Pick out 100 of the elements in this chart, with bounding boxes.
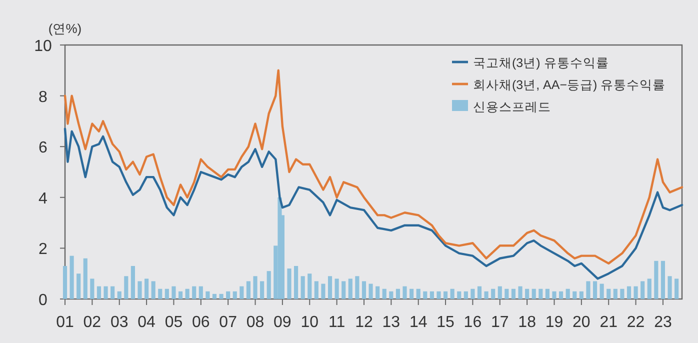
bar	[151, 281, 156, 299]
bar	[212, 294, 217, 299]
bar	[572, 291, 577, 299]
bar	[253, 276, 258, 299]
bar	[138, 281, 142, 299]
bar	[450, 288, 454, 299]
bar	[124, 276, 128, 299]
bar	[477, 286, 482, 299]
bar	[76, 274, 81, 299]
bar	[606, 288, 611, 299]
x-tick-label: 21	[600, 314, 618, 331]
bar	[511, 288, 516, 299]
x-tick-label: 14	[409, 314, 428, 331]
bar	[538, 288, 543, 299]
bar	[674, 278, 679, 299]
bar	[559, 291, 564, 299]
bar	[266, 271, 271, 299]
x-tick-label: 05	[164, 314, 183, 331]
bar	[130, 266, 135, 299]
bar	[287, 268, 292, 299]
bar	[660, 260, 666, 299]
bar	[389, 291, 394, 299]
bar	[613, 288, 618, 299]
x-tick-label: 08	[246, 314, 264, 331]
bar	[328, 276, 332, 299]
bar	[198, 286, 203, 299]
bar	[423, 291, 428, 299]
legend-label: 국고채(3년) 유통수익률	[473, 56, 609, 70]
bar	[240, 286, 244, 299]
bar	[600, 284, 604, 299]
bar	[334, 278, 339, 299]
x-tick-label: 16	[464, 314, 482, 331]
y-tick-label: 2	[38, 241, 48, 258]
bar	[172, 286, 176, 299]
bar	[219, 294, 224, 299]
bar	[410, 288, 414, 299]
bar	[498, 286, 502, 299]
x-tick-label: 02	[83, 314, 102, 331]
bar	[83, 258, 88, 299]
legend-label: 신용스프레드	[473, 100, 551, 114]
y-tick-label: 4	[38, 190, 48, 208]
bar	[70, 256, 74, 299]
bar	[96, 286, 102, 299]
bar	[436, 291, 441, 299]
bar	[586, 281, 590, 299]
x-tick-label: 13	[382, 314, 400, 331]
bar	[185, 288, 190, 299]
x-tick-label: 11	[328, 314, 346, 331]
bar	[668, 276, 672, 299]
line-series	[64, 128, 684, 280]
bar	[504, 288, 509, 299]
x-tick-label: 17	[490, 314, 509, 331]
bar	[62, 266, 68, 299]
legend-label: 회사채(3년, AA−등급) 유통수익률	[473, 78, 666, 92]
x-tick-label: 20	[572, 314, 590, 331]
y-tick-label: 0	[38, 292, 48, 309]
bar	[368, 284, 373, 299]
line-series	[64, 69, 684, 265]
bar	[314, 281, 318, 299]
bar	[402, 286, 407, 299]
bar	[294, 266, 298, 299]
y-tick-label: 10	[34, 38, 52, 55]
bar	[470, 288, 475, 299]
bar	[382, 288, 386, 299]
bar	[348, 278, 352, 299]
bar	[226, 291, 230, 299]
bar	[443, 291, 448, 299]
bar	[525, 288, 530, 299]
bar	[545, 288, 550, 299]
x-tick-label: 18	[518, 314, 536, 331]
x-tick-label: 01	[56, 314, 74, 331]
bar	[376, 286, 380, 299]
bar	[164, 288, 169, 299]
bar	[430, 291, 434, 299]
bar	[592, 281, 598, 299]
bar	[90, 278, 94, 299]
bar	[457, 291, 462, 299]
x-tick-label: 19	[545, 314, 564, 331]
bar	[321, 284, 326, 299]
bar	[532, 288, 536, 299]
x-tick-label: 23	[654, 314, 672, 331]
bar	[246, 281, 251, 299]
x-tick-label: 06	[192, 314, 210, 331]
bar	[260, 281, 264, 299]
bar	[566, 288, 570, 299]
x-tick-label: 22	[626, 314, 645, 331]
bar	[206, 291, 210, 299]
x-tick-label: 03	[110, 314, 128, 331]
bar	[416, 288, 420, 299]
x-tick-label: 12	[355, 314, 373, 331]
y-axis-title: (연%)	[48, 21, 82, 36]
bar	[117, 291, 122, 299]
bar	[355, 276, 360, 299]
bar	[491, 288, 496, 299]
bar	[300, 276, 305, 299]
bar	[620, 288, 624, 299]
bar	[192, 286, 196, 299]
bar	[647, 278, 652, 299]
bar	[552, 291, 556, 299]
x-tick-label: 07	[219, 314, 238, 331]
